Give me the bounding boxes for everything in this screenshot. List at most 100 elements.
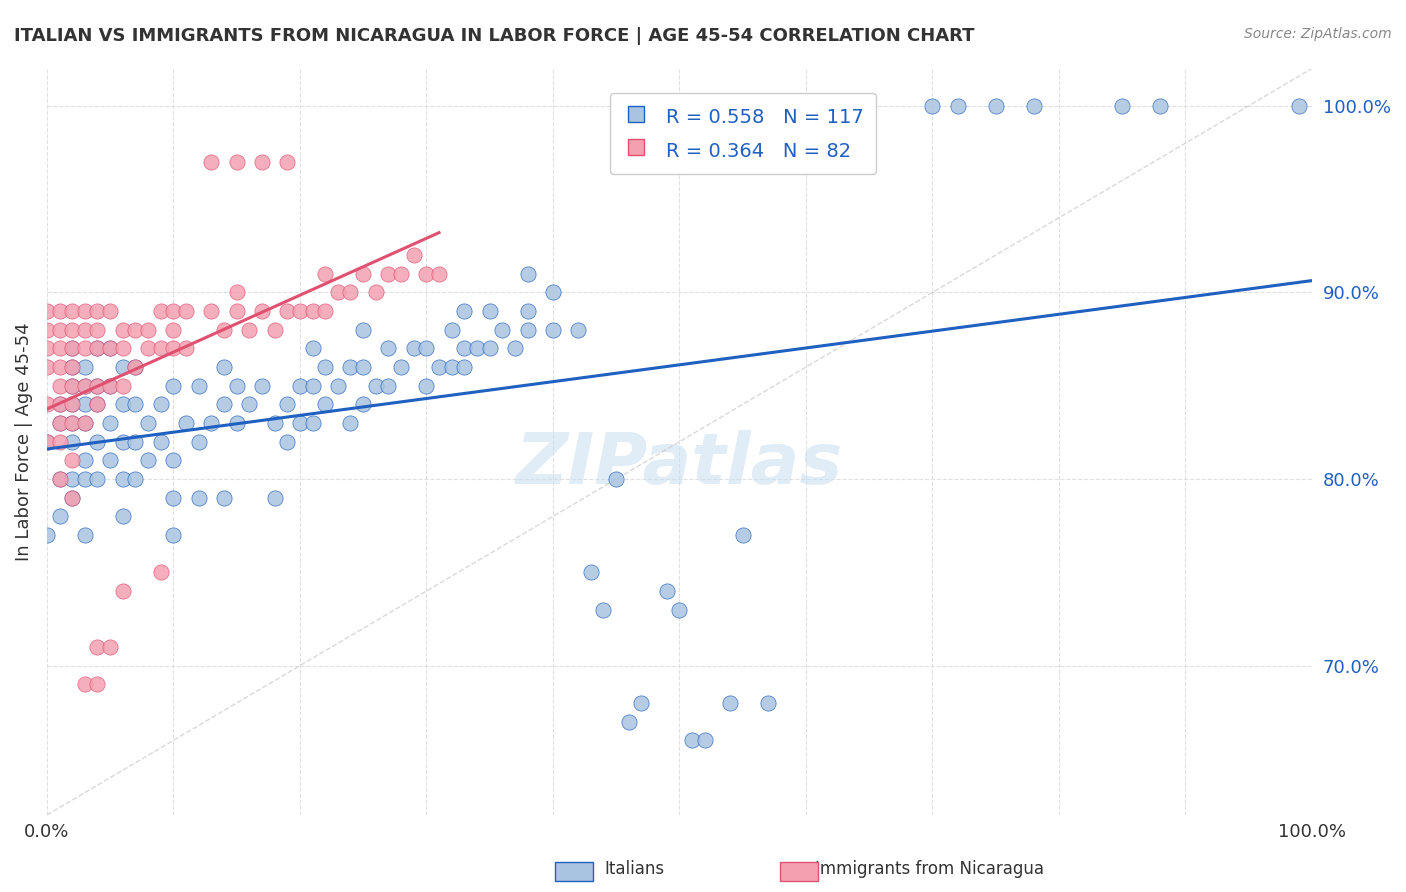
Point	[73, 378, 96, 392]
Point	[162, 453, 184, 467]
Point	[73, 472, 96, 486]
Point	[162, 528, 184, 542]
Point	[655, 584, 678, 599]
Point	[314, 360, 336, 375]
Point	[200, 304, 222, 318]
Point	[415, 267, 437, 281]
Point	[136, 453, 159, 467]
Point	[756, 696, 779, 710]
Point	[86, 323, 108, 337]
Point	[162, 342, 184, 356]
Point	[149, 342, 172, 356]
Y-axis label: In Labor Force | Age 45-54: In Labor Force | Age 45-54	[15, 322, 32, 561]
Point	[352, 397, 374, 411]
Point	[250, 154, 273, 169]
Point	[73, 397, 96, 411]
Point	[718, 696, 741, 710]
Point	[86, 378, 108, 392]
Point	[86, 378, 108, 392]
Point	[86, 640, 108, 654]
Point	[149, 434, 172, 449]
Point	[111, 509, 134, 524]
Legend: R = 0.558   N = 117, R = 0.364   N = 82: R = 0.558 N = 117, R = 0.364 N = 82	[610, 93, 876, 174]
Point	[136, 323, 159, 337]
Point	[453, 304, 475, 318]
Point	[98, 378, 121, 392]
Point	[263, 416, 285, 430]
Point	[352, 360, 374, 375]
Point	[48, 472, 70, 486]
Point	[250, 304, 273, 318]
Point	[440, 360, 463, 375]
Point	[73, 677, 96, 691]
Point	[1022, 99, 1045, 113]
Point	[427, 267, 450, 281]
Text: Italians: Italians	[605, 860, 665, 878]
Point	[1111, 99, 1133, 113]
Point	[427, 360, 450, 375]
Point	[731, 528, 754, 542]
Text: ZIPatlas: ZIPatlas	[516, 430, 844, 499]
Point	[124, 397, 146, 411]
Point	[98, 416, 121, 430]
Point	[35, 434, 58, 449]
Point	[352, 267, 374, 281]
Point	[98, 378, 121, 392]
Point	[48, 342, 70, 356]
Point	[301, 416, 323, 430]
Point	[402, 248, 425, 262]
Point	[389, 360, 412, 375]
Point	[225, 378, 247, 392]
Point	[124, 360, 146, 375]
Point	[111, 323, 134, 337]
Point	[86, 472, 108, 486]
Point	[516, 304, 538, 318]
Point	[921, 99, 943, 113]
Point	[541, 323, 564, 337]
Point	[200, 154, 222, 169]
Point	[301, 378, 323, 392]
Point	[86, 304, 108, 318]
Point	[541, 285, 564, 300]
Point	[60, 434, 83, 449]
Point	[48, 509, 70, 524]
Point	[73, 378, 96, 392]
Point	[60, 342, 83, 356]
Point	[111, 342, 134, 356]
Point	[60, 323, 83, 337]
Point	[630, 696, 652, 710]
Point	[364, 285, 387, 300]
Point	[579, 566, 602, 580]
Point	[124, 360, 146, 375]
Point	[364, 378, 387, 392]
Point	[60, 491, 83, 505]
Point	[301, 342, 323, 356]
Point	[238, 397, 260, 411]
Point	[174, 304, 197, 318]
Point	[111, 584, 134, 599]
Point	[86, 434, 108, 449]
Point	[225, 154, 247, 169]
Point	[288, 304, 311, 318]
Point	[516, 267, 538, 281]
Point	[98, 453, 121, 467]
Point	[276, 154, 298, 169]
Point	[73, 528, 96, 542]
Point	[339, 360, 361, 375]
Point	[225, 304, 247, 318]
Point	[60, 416, 83, 430]
Point	[377, 378, 399, 392]
Point	[440, 323, 463, 337]
Point	[98, 640, 121, 654]
Point	[352, 323, 374, 337]
Point	[48, 360, 70, 375]
Point	[149, 566, 172, 580]
Point	[73, 304, 96, 318]
Point	[86, 342, 108, 356]
Point	[60, 472, 83, 486]
Point	[1149, 99, 1171, 113]
Point	[73, 453, 96, 467]
Point	[35, 342, 58, 356]
Point	[73, 360, 96, 375]
Point	[124, 323, 146, 337]
